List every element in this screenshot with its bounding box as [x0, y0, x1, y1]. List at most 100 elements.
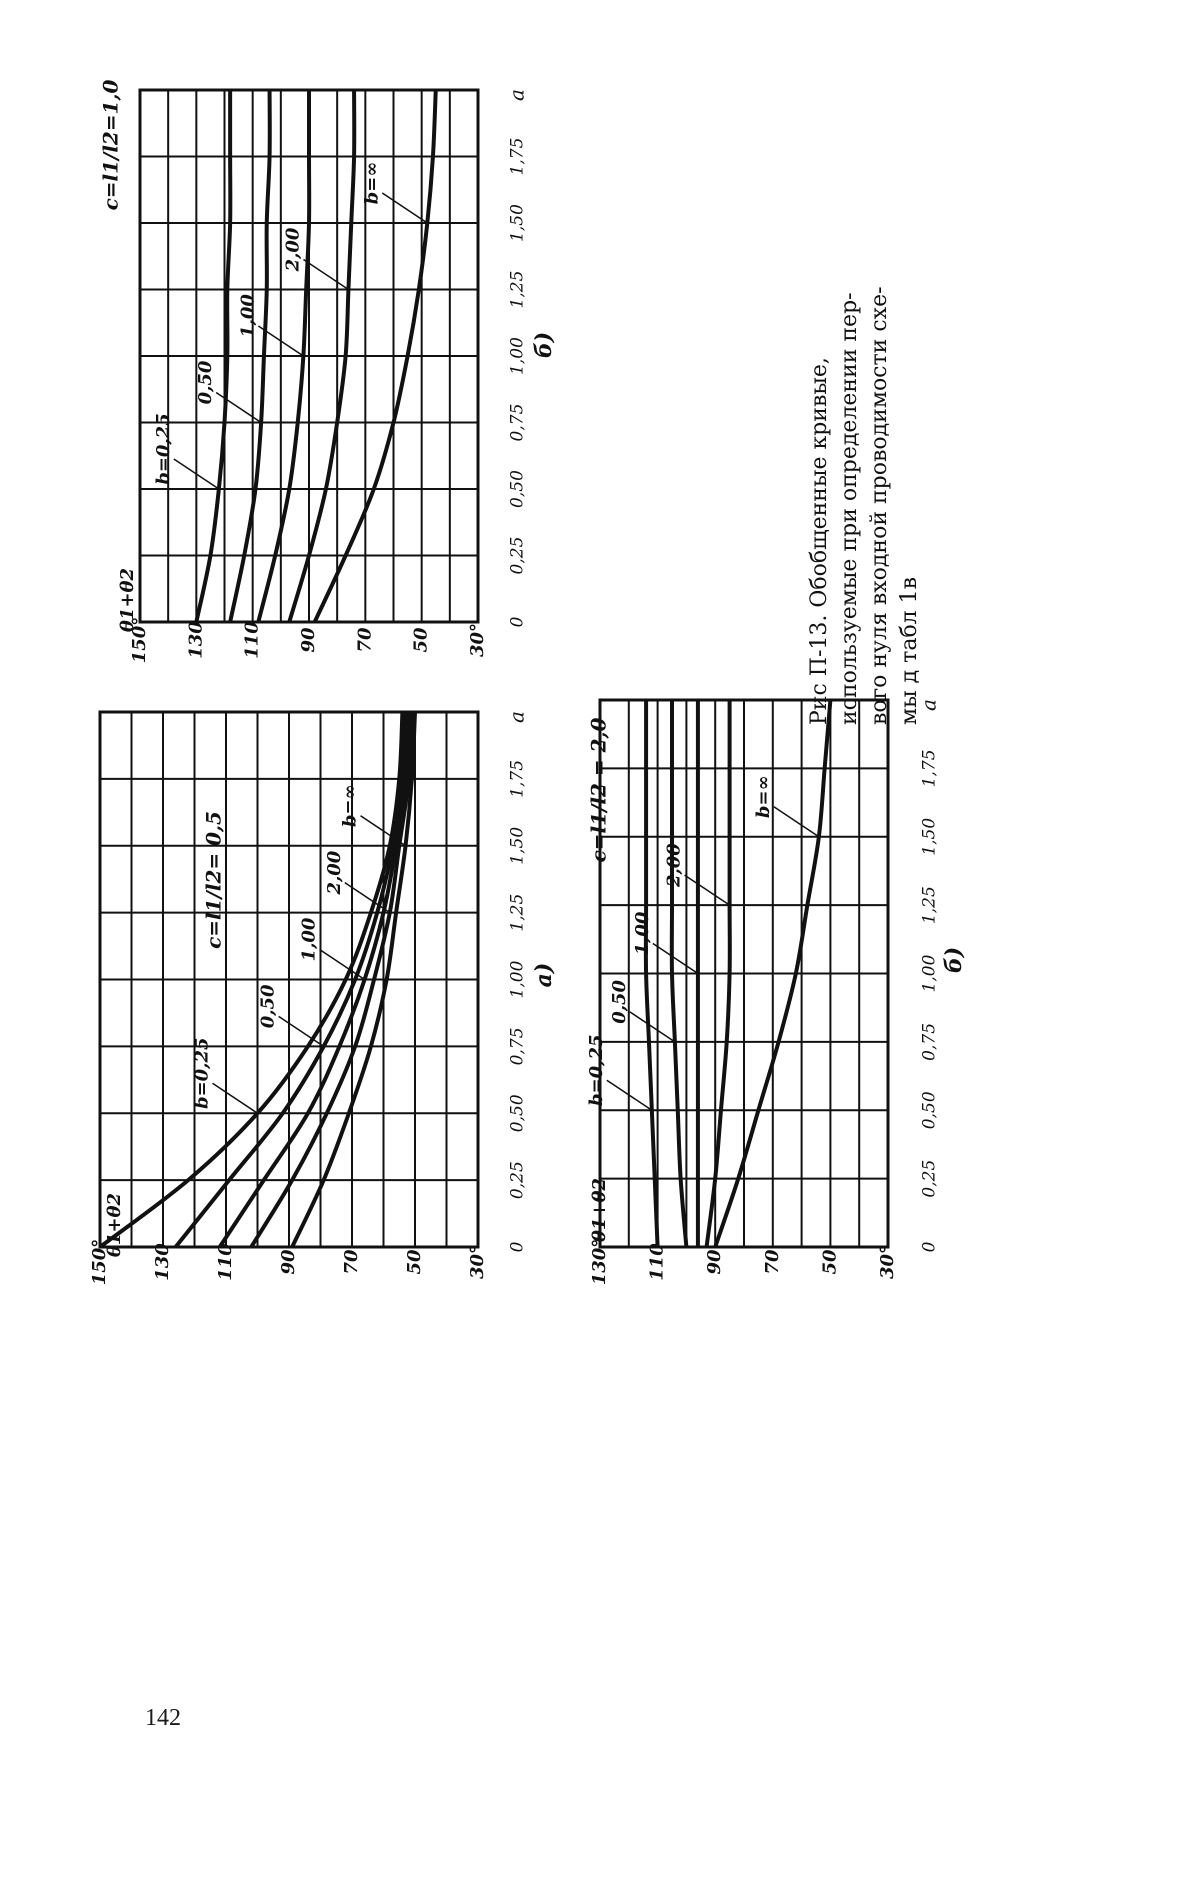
x-tick-label: 0,50 — [508, 1094, 528, 1132]
x-tick-label: 1,00 — [508, 337, 528, 375]
x-tick-label: 1,25 — [508, 271, 528, 309]
x-tick-label: 1,50 — [920, 818, 940, 856]
chart-panel-v: 0 0,25 0,50 0,75 1,00 1,25 1,50 1,75 a 30° 50 70 90 1… — [586, 698, 967, 1285]
y-axis-label: θ1+θ2 — [104, 1193, 125, 1257]
series-leader-line — [606, 1079, 653, 1111]
chart-panel-a: 0 0,25 0,50 0,75 1,00 1,25 1,50 1,75 a 30° 50 70 90 1… — [89, 710, 557, 1286]
series-leader-line — [652, 942, 699, 975]
series-line — [249, 711, 414, 1249]
series-label: 1,00 — [299, 917, 320, 961]
x-axis-label: a — [505, 711, 529, 723]
y-tick-label: 110 — [242, 621, 263, 659]
c-parameter-label: c=l1/l2=1,0 — [99, 80, 123, 211]
y-tick-label: 30° — [877, 1245, 898, 1279]
series-leader-line — [303, 258, 349, 291]
x-tick-label: 1,00 — [920, 954, 940, 992]
series-label: 0,50 — [258, 984, 279, 1028]
y-tick-label: 50 — [411, 627, 432, 653]
y-tick-label: 50 — [404, 1249, 425, 1275]
series-label: 1,00 — [632, 911, 653, 955]
y-tick-label: 150° — [89, 1239, 110, 1286]
series-line — [713, 699, 833, 1248]
y-tick-label: 70 — [354, 627, 375, 653]
x-tick-label: 1,75 — [508, 138, 528, 176]
y-tick-label: 110 — [215, 1243, 236, 1281]
series-line — [287, 89, 357, 623]
caption-line: вого нуля входной проводимости схе- — [867, 286, 892, 725]
page-number: 142 — [145, 1705, 181, 1731]
y-tick-label: 130 — [185, 621, 206, 659]
x-tick-label: 1,25 — [920, 886, 940, 924]
series-leader-line — [684, 874, 731, 906]
x-tick-label: 1,50 — [508, 204, 528, 242]
x-tick-label: 1,75 — [920, 749, 940, 787]
series-line — [174, 711, 408, 1249]
series-line — [312, 89, 438, 623]
y-tick-label: 90 — [704, 1249, 725, 1275]
y-tick-label: 150° — [129, 617, 150, 664]
series-leader-line — [173, 458, 220, 490]
caption-line: используемые при определении пер- — [837, 292, 862, 725]
y-tick-label: 50 — [819, 1249, 840, 1275]
y-tick-label: 70 — [762, 1249, 783, 1275]
series-leader-line — [215, 391, 262, 424]
y-tick-label: 30° — [467, 623, 488, 657]
series-leader-line — [278, 1015, 325, 1047]
panel-label: б) — [531, 332, 557, 358]
series-label: 2,00 — [324, 850, 345, 895]
y-tick-label: 90 — [278, 1249, 299, 1275]
x-tick-label: 0,75 — [508, 1027, 528, 1065]
series-label: 1,00 — [237, 294, 258, 338]
series-leader-line — [773, 806, 820, 838]
x-tick-label: 0,25 — [508, 537, 528, 575]
series-label: b=∞ — [361, 162, 382, 205]
x-tick-label: 1,75 — [508, 760, 528, 798]
y-tick-label: 90 — [298, 627, 319, 653]
series-line — [256, 90, 312, 623]
series-leader-line — [381, 192, 428, 224]
y-axis-label: θ1+θ2 — [117, 568, 138, 632]
x-tick-label: 0 — [508, 1241, 528, 1252]
x-tick-label: 0,25 — [508, 1161, 528, 1199]
x-axis-label: a — [505, 89, 529, 101]
series-label: b=0,25 — [153, 413, 174, 485]
series-leader-line — [257, 325, 304, 357]
series-leader-line — [629, 1011, 676, 1043]
series-line — [194, 90, 233, 623]
series-label: 2,00 — [282, 227, 303, 272]
series-label: b=0,25 — [586, 1034, 607, 1106]
series-label: 0,50 — [609, 979, 630, 1023]
series-leader-line — [344, 882, 391, 914]
x-tick-label: 0,75 — [920, 1023, 940, 1061]
series-line — [669, 700, 689, 1248]
x-tick-label: 0 — [920, 1241, 940, 1252]
series-label: 0,50 — [195, 360, 216, 404]
series-line — [290, 711, 417, 1248]
series-line — [98, 711, 405, 1249]
caption-line: Рис П-13. Обобщенные кривые, — [807, 357, 832, 725]
series-line — [643, 700, 660, 1248]
series-leader-line — [360, 815, 406, 847]
x-tick-label: 0 — [508, 616, 528, 627]
c-parameter-label: c=l1/l2= 0,5 — [202, 811, 226, 949]
series-label: b=∞ — [753, 775, 774, 818]
series-line — [228, 89, 272, 623]
chart-panel-b: 0 0,25 0,50 0,75 1,00 1,25 1,50 1,75 a 30° 50 70 90 1… — [99, 80, 558, 664]
x-tick-label: 1,50 — [508, 827, 528, 865]
series-leader-line — [319, 948, 366, 981]
x-tick-label: 0,50 — [920, 1091, 940, 1129]
y-tick-label: 30° — [467, 1245, 488, 1279]
series-leader-line — [212, 1082, 258, 1114]
y-axis-label: θ1+θ2 — [589, 1178, 610, 1242]
series-line — [704, 700, 732, 1248]
panel-label: а) — [531, 963, 557, 988]
x-tick-label: 0,25 — [920, 1160, 940, 1198]
x-tick-label: 0,50 — [508, 470, 528, 508]
y-tick-label: 130 — [152, 1243, 173, 1281]
x-tick-label: 1,00 — [508, 960, 528, 998]
y-tick-label: 110 — [647, 1243, 668, 1281]
figure-caption: Рис П-13. Обобщенные кривые, используемые… — [807, 286, 922, 725]
x-tick-label: 1,25 — [508, 894, 528, 932]
